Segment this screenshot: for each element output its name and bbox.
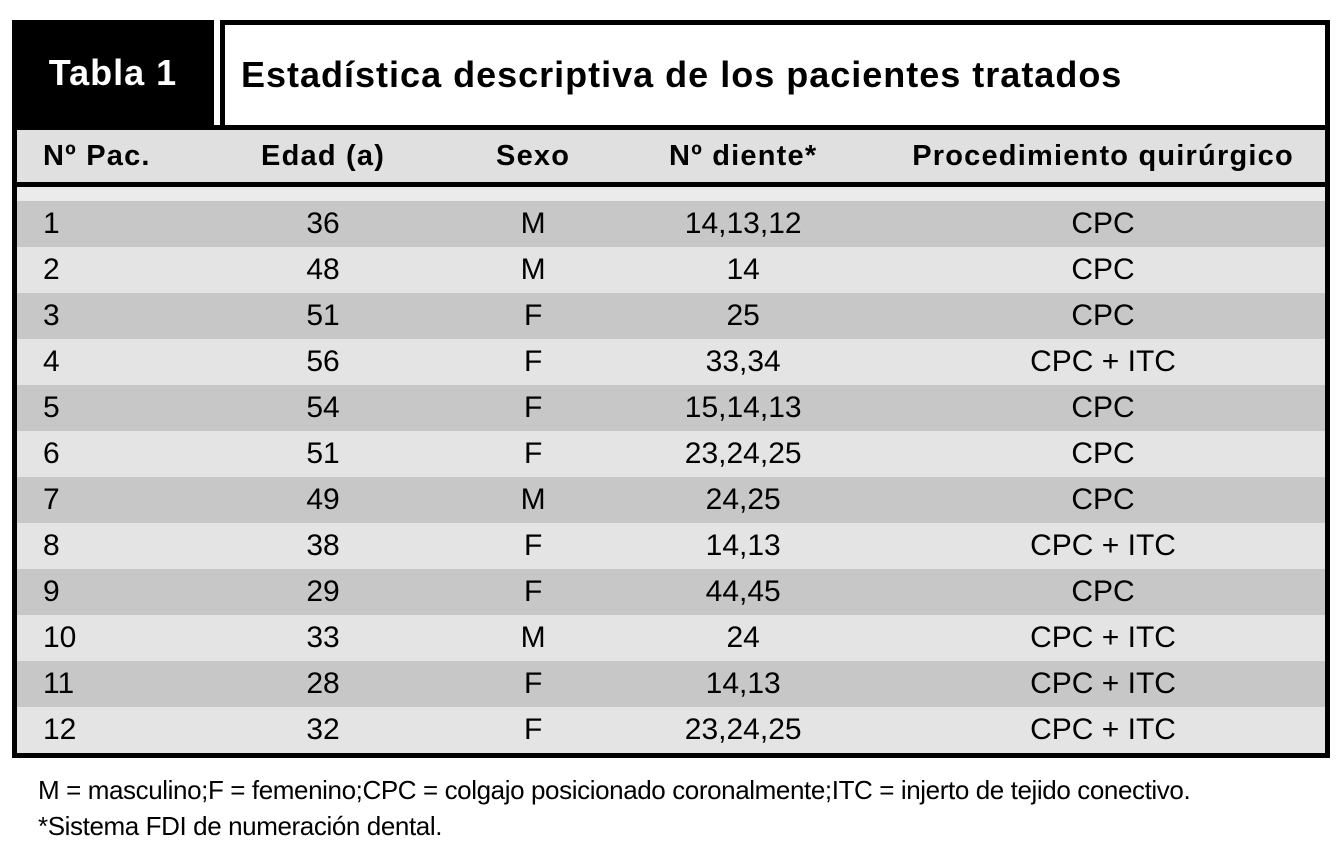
cell: 9: [14, 569, 186, 615]
title-band-gap: [214, 20, 220, 125]
cell: 14,13,12: [605, 201, 882, 247]
title-area: Estadística descriptiva de los pacientes…: [220, 20, 1330, 125]
table-row: 6 51 F 23,24,25 CPC: [14, 431, 1328, 477]
cell: 56: [185, 339, 461, 385]
column-header-npac: Nº Pac.: [14, 127, 186, 187]
cell: 11: [14, 661, 186, 707]
cell: CPC + ITC: [881, 523, 1328, 569]
table-row: 5 54 F 15,14,13 CPC: [14, 385, 1328, 431]
table-row: 1 36 M 14,13,12 CPC: [14, 201, 1328, 247]
table-row: 8 38 F 14,13 CPC + ITC: [14, 523, 1328, 569]
cell: 14: [605, 247, 882, 293]
cell: 28: [185, 661, 461, 707]
cell: 6: [14, 431, 186, 477]
column-header-sexo: Sexo: [460, 127, 606, 187]
cell: 36: [185, 201, 461, 247]
table-body: 1 36 M 14,13,12 CPC 2 48 M 14 CPC 3 51 F 25 CPC 4 56 F 33,…: [14, 184, 1328, 756]
cell: 4: [14, 339, 186, 385]
table-tag: Tabla 1: [48, 51, 178, 93]
table-tag-box: Tabla 1: [12, 20, 214, 125]
cell: 33,34: [605, 339, 882, 385]
cell: 8: [14, 523, 186, 569]
cell: F: [460, 293, 606, 339]
table-row: 2 48 M 14 CPC: [14, 247, 1328, 293]
cell: 5: [14, 385, 186, 431]
cell: 25: [605, 293, 882, 339]
cell: 32: [185, 707, 461, 756]
cell: 14,13: [605, 661, 882, 707]
cell: 1: [14, 201, 186, 247]
cell: CPC: [881, 385, 1328, 431]
cell: M: [460, 201, 606, 247]
cell: 54: [185, 385, 461, 431]
cell: F: [460, 661, 606, 707]
cell: 15,14,13: [605, 385, 882, 431]
cell: CPC: [881, 293, 1328, 339]
table-row: 11 28 F 14,13 CPC + ITC: [14, 661, 1328, 707]
cell: M: [460, 615, 606, 661]
cell: 24: [605, 615, 882, 661]
column-header-edad: Edad (a): [185, 127, 461, 187]
column-header-procedimiento: Procedimiento quirúrgico: [881, 127, 1328, 187]
patients-table: Nº Pac. Edad (a) Sexo Nº diente* Procedi…: [12, 125, 1330, 758]
footnotes: M = masculino;F = femenino;CPC = colgajo…: [38, 772, 1343, 844]
cell: CPC: [881, 477, 1328, 523]
cell: CPC + ITC: [881, 615, 1328, 661]
table-header: Nº Pac. Edad (a) Sexo Nº diente* Procedi…: [14, 127, 1328, 187]
cell: 38: [185, 523, 461, 569]
cell: 7: [14, 477, 186, 523]
cell: 23,24,25: [605, 431, 882, 477]
table-row: 9 29 F 44,45 CPC: [14, 569, 1328, 615]
table-row: 3 51 F 25 CPC: [14, 293, 1328, 339]
footnote-line: M = masculino;F = femenino;CPC = colgajo…: [38, 775, 1191, 805]
cell: 23,24,25: [605, 707, 882, 756]
cell: 51: [185, 293, 461, 339]
cell: CPC + ITC: [881, 661, 1328, 707]
cell: F: [460, 339, 606, 385]
cell: M: [460, 247, 606, 293]
cell: F: [460, 523, 606, 569]
cell: CPC: [881, 431, 1328, 477]
cell: 24,25: [605, 477, 882, 523]
cell: CPC + ITC: [881, 707, 1328, 756]
cell: 33: [185, 615, 461, 661]
header-row: Nº Pac. Edad (a) Sexo Nº diente* Procedi…: [14, 127, 1328, 187]
cell: CPC: [881, 201, 1328, 247]
cell: 29: [185, 569, 461, 615]
cell: CPC + ITC: [881, 339, 1328, 385]
cell: 48: [185, 247, 461, 293]
cell: M: [460, 477, 606, 523]
table-row: 12 32 F 23,24,25 CPC + ITC: [14, 707, 1328, 756]
table-row: 4 56 F 33,34 CPC + ITC: [14, 339, 1328, 385]
footnote-line: *Sistema FDI de numeración dental.: [38, 811, 443, 841]
cell: 49: [185, 477, 461, 523]
cell: 12: [14, 707, 186, 756]
column-header-diente: Nº diente*: [605, 127, 882, 187]
cell: 10: [14, 615, 186, 661]
table-row: 10 33 M 24 CPC + ITC: [14, 615, 1328, 661]
cell: 51: [185, 431, 461, 477]
spacer-row: [14, 184, 1328, 201]
cell: F: [460, 707, 606, 756]
cell: 2: [14, 247, 186, 293]
title-band: Tabla 1 Estadística descriptiva de los p…: [12, 20, 1330, 125]
cell: F: [460, 385, 606, 431]
cell: F: [460, 569, 606, 615]
table-title: Estadística descriptiva de los pacientes…: [241, 54, 1123, 95]
cell: 3: [14, 293, 186, 339]
cell: CPC: [881, 569, 1328, 615]
cell: 44,45: [605, 569, 882, 615]
table-row: 7 49 M 24,25 CPC: [14, 477, 1328, 523]
cell: CPC: [881, 247, 1328, 293]
cell: 14,13: [605, 523, 882, 569]
cell: F: [460, 431, 606, 477]
